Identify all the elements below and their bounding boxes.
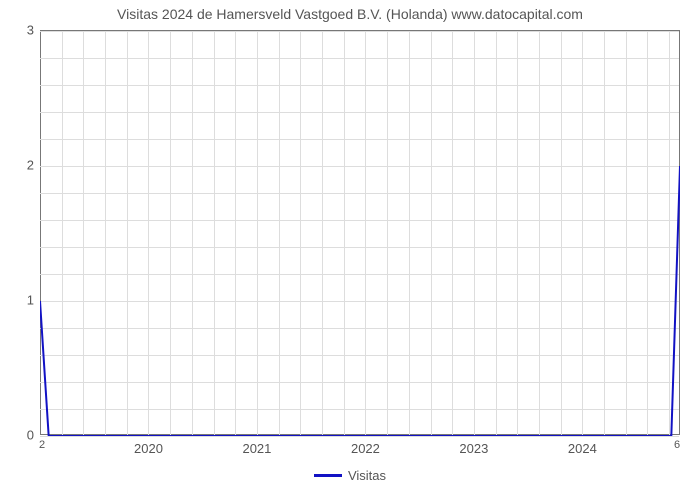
- chart-title: Visitas 2024 de Hamersveld Vastgoed B.V.…: [0, 6, 700, 22]
- x-tick-label: 2023: [459, 441, 488, 456]
- legend: Visitas: [0, 465, 700, 483]
- x-tick-label: 2020: [134, 441, 163, 456]
- x-tick-label: 2022: [351, 441, 380, 456]
- x-tick-label: 2021: [242, 441, 271, 456]
- legend-swatch: [314, 474, 342, 477]
- legend-item-visitas: Visitas: [314, 468, 386, 483]
- y-tick-label: 3: [16, 23, 34, 38]
- y-tick-label: 2: [16, 158, 34, 173]
- y-tick-label: 1: [16, 293, 34, 308]
- series-line: [40, 31, 680, 436]
- x-tick-label: 2024: [568, 441, 597, 456]
- y-tick-label: 0: [16, 428, 34, 443]
- secondary-label-right: 6: [674, 439, 680, 451]
- plot-area: [40, 30, 680, 435]
- gridline-horizontal: [40, 436, 679, 437]
- secondary-label-left: 2: [39, 439, 45, 451]
- legend-label: Visitas: [348, 468, 386, 483]
